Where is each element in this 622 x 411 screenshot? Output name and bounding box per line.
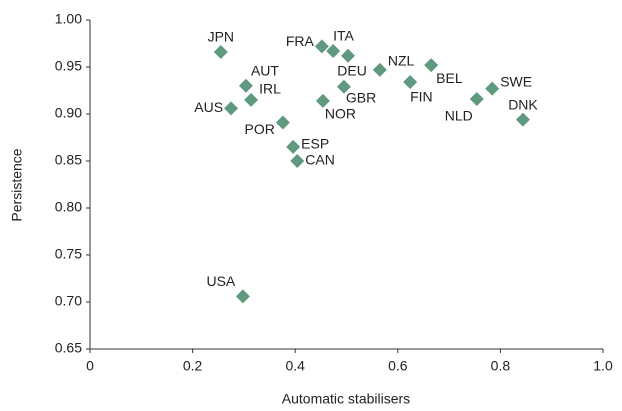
point-label: BEL [436,70,463,86]
x-tick-label: 0 [86,358,94,374]
point [213,44,228,59]
point-label: FIN [410,89,433,105]
point-label: AUT [251,63,279,79]
point [336,79,351,94]
y-tick-label: 0.65 [55,340,82,356]
x-tick-label: 1.0 [593,358,613,374]
point-label: IRL [259,81,281,97]
point [485,81,500,96]
point [326,44,341,59]
point-label: JPN [208,29,234,45]
y-axis-label: Persistence [9,148,25,221]
point-label: AUS [194,99,223,115]
y-tick-label: 1.00 [55,11,82,27]
point-label: DNK [508,96,538,112]
point-label: NOR [325,106,356,122]
point [424,58,439,73]
y-tick-label: 0.75 [55,246,82,262]
point [235,289,250,304]
y-tick-label: 0.95 [55,58,82,74]
x-tick-label: 0.6 [388,358,408,374]
point [315,93,330,108]
point-label: CAN [305,152,335,168]
point [515,112,530,127]
point-label: FRA [286,33,315,49]
point-label: SWE [500,73,532,89]
point [238,78,253,93]
point [286,139,301,154]
y-tick-label: 0.80 [55,199,82,215]
x-tick-label: 0.4 [285,358,305,374]
point [372,62,387,77]
x-axis-label: Automatic stabilisers [282,391,410,407]
point-label: POR [245,121,275,137]
point [275,115,290,130]
point [314,39,329,54]
point-label: USA [206,273,235,289]
point [244,92,259,107]
point-label: DEU [337,62,367,78]
point-label: NLD [445,108,473,124]
y-tick-label: 0.85 [55,152,82,168]
point-label: NZL [388,53,415,69]
x-tick-label: 0.8 [491,358,511,374]
y-tick-label: 0.70 [55,293,82,309]
point [224,101,239,116]
point [290,154,305,168]
point-label: ITA [333,28,354,44]
point [341,48,356,63]
point [403,75,418,90]
x-tick-label: 0.2 [183,358,203,374]
point-label: ESP [301,136,329,152]
point [469,91,484,106]
y-tick-label: 0.90 [55,105,82,121]
point-label: GBR [346,89,376,105]
